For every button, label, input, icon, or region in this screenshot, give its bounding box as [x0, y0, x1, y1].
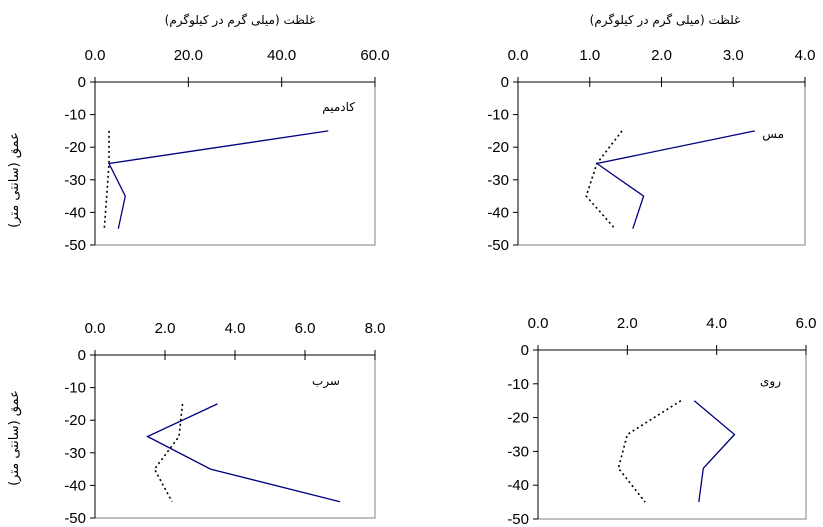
copper-x-tick-label: 0.0 — [508, 47, 529, 64]
cadmium-y-tick-label: -40 — [64, 204, 86, 221]
cadmium-x-tick-label: 60.0 — [360, 47, 389, 64]
copper-x-tick-label: 4.0 — [795, 47, 816, 64]
lead-y-tick-label: -50 — [64, 510, 86, 527]
cadmium-y-tick-label: -50 — [64, 237, 86, 254]
top-left-axis-title: غلظت (میلی گرم در کیلوگرم) — [165, 13, 316, 28]
charts-group: 0 -10 -20 -30 -40 -50 0.0 20.0 40.0 60.0 کادمیم 0 -1… — [64, 47, 816, 527]
zinc-y-tick-label: -30 — [507, 443, 529, 460]
copper-annotation: مس — [762, 127, 784, 142]
copper-y-tick-label: -30 — [487, 172, 509, 189]
cadmium-dotted-series-line — [103, 130, 110, 229]
copper-x-tick-label: 2.0 — [651, 47, 672, 64]
zinc-x-tick-label: 0.0 — [528, 315, 549, 332]
cadmium-x-tick-label: 20.0 — [174, 47, 203, 64]
y-axis-label-upper: عمق (سانتی متر) — [7, 132, 22, 228]
copper-x-tick-label: 3.0 — [723, 47, 744, 64]
zinc-annotation: روی — [760, 374, 781, 389]
cadmium-y-tick-label: -10 — [64, 107, 86, 124]
lead-solid-series-line — [146, 403, 341, 503]
copper-y-tick-label: -50 — [487, 237, 509, 254]
zinc-y-tick-label: -40 — [507, 477, 529, 494]
cadmium-y-tick-label: 0 — [78, 74, 86, 91]
copper-plot-frame — [517, 81, 806, 246]
lead-y-tick-label: 0 — [78, 347, 86, 364]
copper-x-tick-label: 1.0 — [579, 47, 600, 64]
lead-x-tick-label: 2.0 — [155, 320, 176, 337]
cadmium-solid-series-line — [108, 130, 329, 229]
lead-y-tick-label: -10 — [64, 380, 86, 397]
zinc-chart: 0 -10 -20 -30 -40 -50 0.0 2.0 4.0 6.0 روی — [507, 315, 816, 527]
zinc-x-tick-label: 2.0 — [617, 315, 638, 332]
copper-chart: 0 -10 -20 -30 -40 -50 0.0 1.0 2.0 3.0 4.0 مس — [487, 47, 815, 254]
cadmium-y-tick-label: -30 — [64, 172, 86, 189]
y-axis-label-lower: عمق (سانتی متر) — [7, 390, 22, 486]
zinc-y-tick-label: -20 — [507, 410, 529, 427]
top-right-chart-header: غلظت (میلی گرم در کیلوگرم) — [590, 13, 741, 28]
lead-x-tick-label: 6.0 — [295, 320, 316, 337]
top-right-axis-title: غلظت (میلی گرم در کیلوگرم) — [590, 13, 741, 28]
zinc-dotted-series-line — [617, 400, 682, 503]
zinc-y-tick-label: -50 — [507, 511, 529, 527]
zinc-y-tick-label: 0 — [521, 342, 529, 359]
lead-x-tick-label: 0.0 — [85, 320, 106, 337]
top-left-chart-header: غلظت (میلی گرم در کیلوگرم) — [165, 13, 316, 28]
cadmium-chart: 0 -10 -20 -30 -40 -50 0.0 20.0 40.0 60.0 کادمیم — [64, 47, 389, 254]
cadmium-x-tick-label: 40.0 — [267, 47, 296, 64]
cadmium-y-tick-label: -20 — [64, 139, 86, 156]
lead-chart: 0 -10 -20 -30 -40 -50 0.0 2.0 4.0 6.0 8.0 سرب — [64, 320, 385, 527]
lead-y-tick-label: -20 — [64, 412, 86, 429]
copper-dotted-series-line — [585, 130, 623, 230]
lead-x-tick-label: 4.0 — [225, 320, 246, 337]
copper-solid-series-line — [595, 130, 755, 229]
copper-y-tick-label: -40 — [487, 204, 509, 221]
cadmium-x-tick-label: 0.0 — [85, 47, 106, 64]
lead-annotation: سرب — [312, 374, 340, 389]
lead-dotted-series-line — [153, 403, 184, 503]
copper-y-tick-label: 0 — [501, 74, 509, 91]
zinc-x-tick-label: 4.0 — [706, 315, 727, 332]
copper-y-tick-label: -20 — [487, 139, 509, 156]
copper-y-tick-label: -10 — [487, 107, 509, 124]
lead-x-tick-label: 8.0 — [365, 320, 386, 337]
lead-y-tick-label: -30 — [64, 445, 86, 462]
zinc-x-tick-label: 6.0 — [796, 315, 817, 332]
zinc-y-tick-label: -10 — [507, 376, 529, 393]
zinc-solid-series-line — [693, 400, 736, 503]
cadmium-annotation: کادمیم — [322, 100, 355, 114]
lead-y-tick-label: -40 — [64, 477, 86, 494]
